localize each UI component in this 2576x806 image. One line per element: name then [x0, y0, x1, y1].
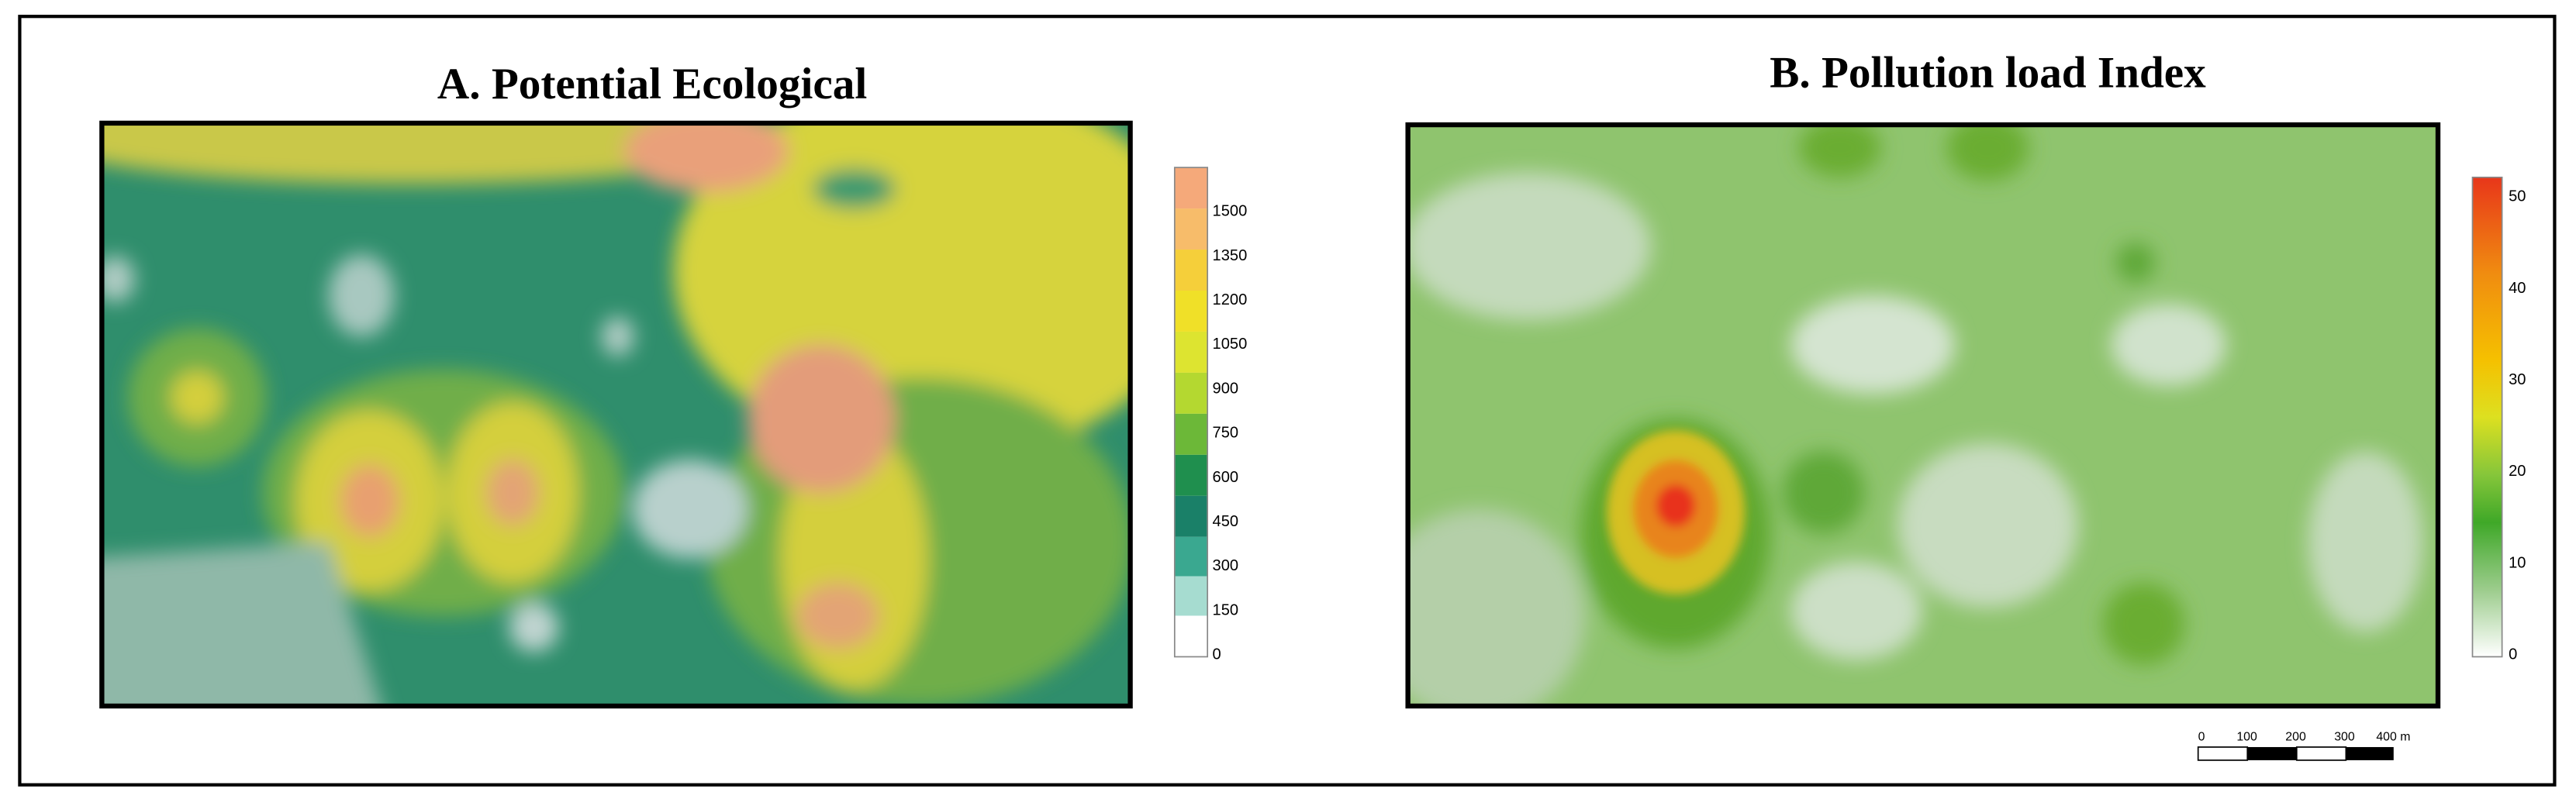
scale-bar [2197, 746, 2394, 761]
map-shape [601, 316, 634, 356]
map-shape [1897, 443, 2079, 608]
map-shape [1407, 508, 1586, 706]
legend-tick-label: 900 [1213, 380, 1239, 397]
map-shape [102, 122, 1131, 706]
map-shape [2295, 746, 2347, 761]
map-shape [2308, 451, 2423, 632]
map-frame [99, 120, 1133, 709]
map-shape [486, 460, 539, 525]
figure-content: A. Potential Ecological [18, 15, 2557, 787]
map-shape [1946, 125, 2029, 181]
legend-tick-label: 450 [1213, 513, 1239, 530]
map-shape [1174, 413, 1208, 455]
legend-tick-label: 30 [2509, 371, 2526, 388]
legend-tick-label: 150 [1213, 601, 1239, 618]
map-shape [1174, 615, 1208, 657]
map-shape [1174, 495, 1208, 537]
map-shape [2471, 176, 2503, 658]
map-shape [2115, 243, 2156, 283]
map-shape [1174, 536, 1208, 577]
map-shape [2102, 583, 2185, 666]
legend-a [1173, 167, 1209, 658]
map-shape [1174, 290, 1208, 332]
map-shape [813, 169, 896, 209]
legend-b [2471, 176, 2503, 658]
legend-tick-label: 10 [2509, 554, 2526, 571]
map-shape [1790, 295, 1956, 394]
map-shape [1407, 172, 1652, 321]
panel-title: B. Pollution load Index [1770, 48, 2206, 97]
map-shape [1174, 208, 1208, 250]
map-shape [1174, 167, 1208, 209]
legend-tick-label: 600 [1213, 469, 1239, 486]
map-shape [747, 344, 896, 493]
map-shape [1174, 454, 1208, 496]
legend-tick-label: 300 [1213, 557, 1239, 574]
map-shape [509, 602, 559, 653]
scale-label: 300 [2334, 730, 2355, 743]
map-shape [102, 256, 135, 302]
scale-label: 400 m [2376, 730, 2410, 743]
map-shape [624, 122, 789, 192]
legend-tick-label: 20 [2509, 463, 2526, 480]
legend-tick-label: 0 [1213, 646, 1221, 663]
map-shape [2346, 746, 2394, 760]
legend-tick-label: 0 [2509, 646, 2517, 663]
legend-tick-label: 50 [2509, 188, 2526, 205]
legend-tick-label: 1050 [1213, 336, 1248, 353]
map-shape [1656, 484, 1696, 528]
map-shape [796, 583, 879, 649]
map-shape [1174, 250, 1208, 291]
map-frame [1405, 122, 2441, 709]
scale-label: 0 [2198, 730, 2205, 743]
panel-title: A. Potential Ecological [437, 60, 867, 108]
legend-tick-label: 1200 [1213, 291, 1248, 308]
map-shape [2197, 746, 2249, 761]
map-shape [2111, 303, 2226, 386]
map-shape [632, 460, 748, 559]
map-shape [1790, 561, 1922, 660]
map-shape [328, 254, 395, 337]
map-shape [1173, 167, 1209, 658]
scale-label: 100 [2236, 730, 2257, 743]
legend-tick-label: 750 [1213, 425, 1239, 442]
map-shape [102, 542, 382, 706]
map-shape [1174, 576, 1208, 616]
map-shape [1606, 430, 1745, 594]
map-shape [102, 122, 789, 184]
scale-label: 200 [2285, 730, 2306, 743]
legend-tick-label: 40 [2509, 280, 2526, 297]
map-b [1407, 125, 2439, 706]
legend-tick-label: 1500 [1213, 203, 1248, 220]
map-shape [2247, 746, 2297, 760]
labels: 1500135012001050900750600450300150050403… [1213, 188, 2526, 744]
map-a [102, 122, 1131, 706]
map-shape [1174, 372, 1208, 414]
map-shape [171, 370, 224, 424]
map-shape [1782, 451, 1865, 534]
legend-tick-label: 1350 [1213, 247, 1248, 264]
map-shape [1798, 125, 1881, 177]
map-shape [340, 464, 399, 537]
map-shape [1174, 331, 1208, 373]
